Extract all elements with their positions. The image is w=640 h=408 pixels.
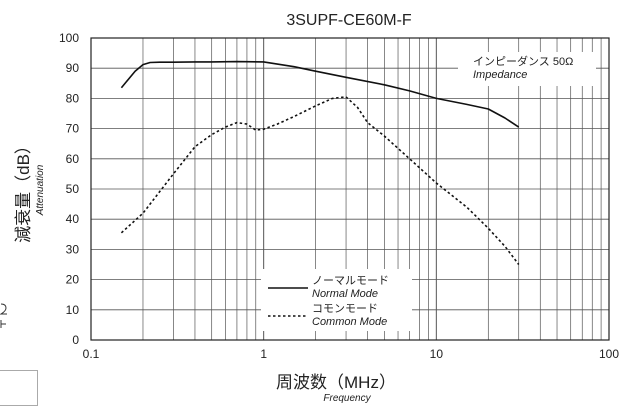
legend-label-common-sub: Common Mode [312,316,387,328]
tick-labels: 0 10 20 30 40 50 60 70 80 90 100 0.1 1 10 100 [59,31,619,361]
cropped-left-fragment [0,300,12,340]
series-layer [120,60,520,265]
chart-title: 3SUPF-CE60M-F [286,12,412,29]
legend-box [261,269,412,331]
impedance-note-bg [458,52,596,86]
cropped-left-box [0,370,38,406]
plot-frame [90,37,610,341]
impedance-note: インピーダンス 50Ω [473,54,573,68]
x-axis-label: 周波数（MHz） [276,373,396,392]
y-tick-label: 0 [72,333,79,347]
y-tick-label: 30 [66,242,80,256]
y-tick-label: 20 [66,273,80,287]
x-tick-label: 0.1 [83,347,100,361]
y-tick-label: 50 [66,182,80,196]
x-tick-label: 1 [260,347,267,361]
legend: ノーマルモード Normal Mode コモンモード Common Mode [261,269,412,331]
y-tick-label: 40 [66,212,80,226]
x-tick-label: 100 [599,347,619,361]
y-axis-label: 減衰量（dB） [14,137,33,243]
x-axis-sublabel: Frequency [323,393,371,404]
x-tick-label: 10 [430,347,444,361]
y-tick-label: 70 [66,122,80,136]
y-tick-label: 60 [66,152,80,166]
legend-label-common: コモンモード [312,303,378,315]
impedance-note-sub: Impedance [473,69,527,81]
y-tick-label: 10 [66,303,80,317]
series-common-mode-line [120,96,520,265]
series-normal-mode-line [120,60,520,128]
y-tick-label: 80 [66,91,80,105]
legend-label-normal: ノーマルモード [312,275,389,287]
y-tick-label: 90 [66,61,80,75]
y-axis-sublabel: Attenuation [35,164,46,216]
y-tick-label: 100 [59,31,79,45]
legend-label-normal-sub: Normal Mode [312,288,378,300]
